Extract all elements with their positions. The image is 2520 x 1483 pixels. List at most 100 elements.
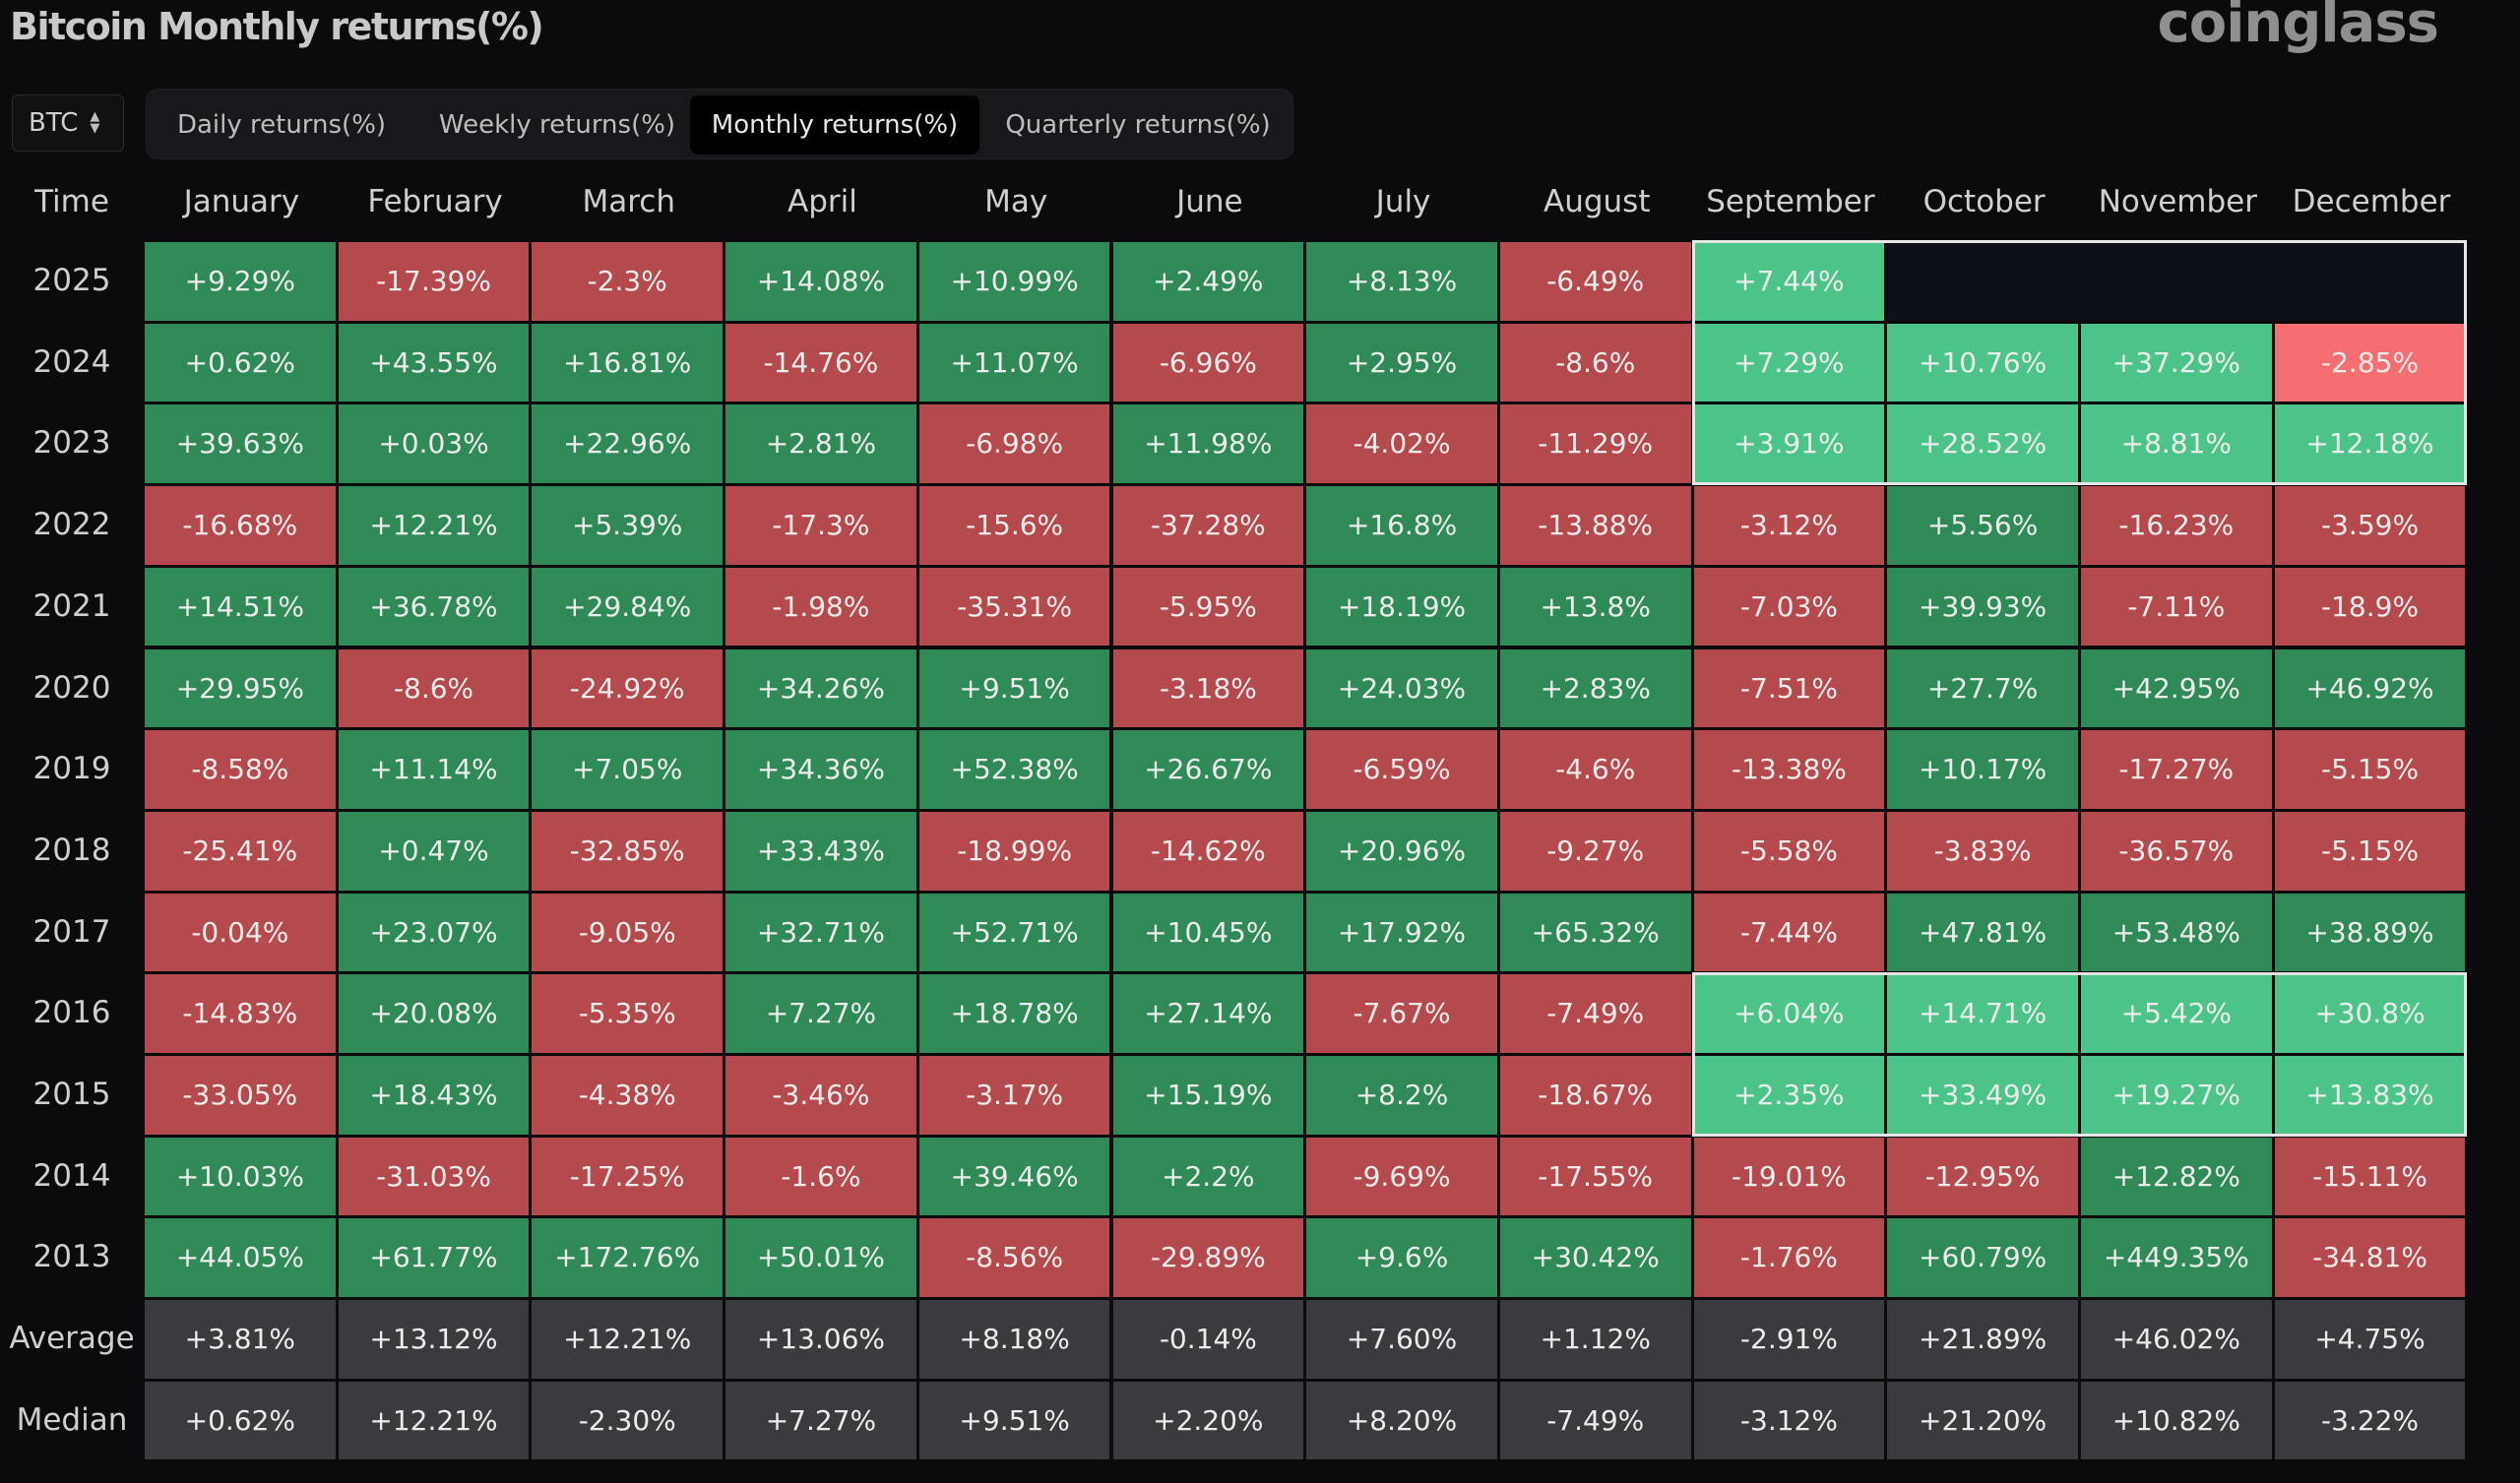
- heatmap-cell-2025-may[interactable]: +10.99%: [918, 242, 1110, 321]
- heatmap-cell-2025-february[interactable]: -17.39%: [338, 242, 530, 321]
- heatmap-cell-2025-january[interactable]: +9.29%: [145, 242, 336, 321]
- heatmap-cell-2019-november[interactable]: -17.27%: [2081, 730, 2272, 809]
- heatmap-cell-2016-february[interactable]: +20.08%: [338, 974, 530, 1053]
- heatmap-cell-2018-november[interactable]: -36.57%: [2081, 811, 2272, 891]
- heatmap-cell-2025-august[interactable]: -6.49%: [1499, 242, 1691, 321]
- heatmap-cell-2015-april[interactable]: -3.46%: [725, 1056, 916, 1135]
- heatmap-cell-2020-august[interactable]: +2.83%: [1499, 649, 1691, 728]
- heatmap-cell-2021-june[interactable]: -5.95%: [1112, 567, 1304, 647]
- summary-cell-median-august[interactable]: -7.49%: [1499, 1381, 1691, 1460]
- heatmap-cell-2013-november[interactable]: +449.35%: [2081, 1218, 2272, 1298]
- heatmap-cell-2013-october[interactable]: +60.79%: [1887, 1218, 2078, 1298]
- heatmap-cell-2014-august[interactable]: -17.55%: [1499, 1137, 1691, 1216]
- heatmap-cell-2020-june[interactable]: -3.18%: [1112, 649, 1304, 728]
- heatmap-cell-2016-april[interactable]: +7.27%: [725, 974, 916, 1053]
- heatmap-cell-2013-june[interactable]: -29.89%: [1112, 1218, 1304, 1298]
- heatmap-cell-2013-march[interactable]: +172.76%: [532, 1218, 724, 1298]
- heatmap-cell-2019-june[interactable]: +26.67%: [1112, 730, 1304, 809]
- heatmap-cell-2014-may[interactable]: +39.46%: [918, 1137, 1110, 1216]
- heatmap-cell-2024-october[interactable]: +10.76%: [1887, 323, 2078, 402]
- heatmap-cell-2017-september[interactable]: -7.44%: [1693, 893, 1885, 972]
- summary-cell-average-february[interactable]: +13.12%: [338, 1300, 530, 1379]
- heatmap-cell-2022-october[interactable]: +5.56%: [1887, 486, 2078, 565]
- heatmap-cell-2023-february[interactable]: +0.03%: [338, 404, 530, 484]
- heatmap-cell-2018-july[interactable]: +20.96%: [1306, 811, 1497, 891]
- summary-cell-average-april[interactable]: +13.06%: [725, 1300, 916, 1379]
- heatmap-cell-2019-december[interactable]: -5.15%: [2274, 730, 2466, 809]
- heatmap-cell-2018-december[interactable]: -5.15%: [2274, 811, 2466, 891]
- heatmap-cell-2015-february[interactable]: +18.43%: [338, 1056, 530, 1135]
- heatmap-cell-2023-december[interactable]: +12.18%: [2274, 404, 2466, 484]
- heatmap-cell-2015-september[interactable]: +2.35%: [1693, 1056, 1885, 1135]
- heatmap-cell-2020-october[interactable]: +27.7%: [1887, 649, 2078, 728]
- heatmap-cell-2022-march[interactable]: +5.39%: [532, 486, 724, 565]
- heatmap-cell-2021-december[interactable]: -18.9%: [2274, 567, 2466, 647]
- heatmap-cell-2014-october[interactable]: -12.95%: [1887, 1137, 2078, 1216]
- summary-cell-median-january[interactable]: +0.62%: [145, 1381, 336, 1460]
- heatmap-cell-2020-november[interactable]: +42.95%: [2081, 649, 2272, 728]
- heatmap-cell-2020-july[interactable]: +24.03%: [1306, 649, 1497, 728]
- heatmap-cell-2025-march[interactable]: -2.3%: [532, 242, 724, 321]
- heatmap-cell-2023-june[interactable]: +11.98%: [1112, 404, 1304, 484]
- heatmap-cell-2016-september[interactable]: +6.04%: [1693, 974, 1885, 1053]
- heatmap-cell-2022-february[interactable]: +12.21%: [338, 486, 530, 565]
- heatmap-cell-2016-march[interactable]: -5.35%: [532, 974, 724, 1053]
- heatmap-cell-2017-october[interactable]: +47.81%: [1887, 893, 2078, 972]
- heatmap-cell-2022-june[interactable]: -37.28%: [1112, 486, 1304, 565]
- heatmap-cell-2017-june[interactable]: +10.45%: [1112, 893, 1304, 972]
- tab-weekly-returns[interactable]: Weekly returns(%): [438, 110, 676, 140]
- heatmap-cell-2024-january[interactable]: +0.62%: [145, 323, 336, 402]
- summary-cell-median-september[interactable]: -3.12%: [1693, 1381, 1885, 1460]
- heatmap-cell-2018-may[interactable]: -18.99%: [918, 811, 1110, 891]
- heatmap-cell-2023-january[interactable]: +39.63%: [145, 404, 336, 484]
- heatmap-cell-2024-november[interactable]: +37.29%: [2081, 323, 2272, 402]
- heatmap-cell-2014-april[interactable]: -1.6%: [725, 1137, 916, 1216]
- summary-cell-median-february[interactable]: +12.21%: [338, 1381, 530, 1460]
- heatmap-cell-2015-october[interactable]: +33.49%: [1887, 1056, 2078, 1135]
- heatmap-cell-2013-september[interactable]: -1.76%: [1693, 1218, 1885, 1298]
- heatmap-cell-2014-march[interactable]: -17.25%: [532, 1137, 724, 1216]
- heatmap-cell-2020-may[interactable]: +9.51%: [918, 649, 1110, 728]
- heatmap-cell-2017-april[interactable]: +32.71%: [725, 893, 916, 972]
- heatmap-cell-2019-january[interactable]: -8.58%: [145, 730, 336, 809]
- summary-cell-median-may[interactable]: +9.51%: [918, 1381, 1110, 1460]
- heatmap-cell-2019-april[interactable]: +34.36%: [725, 730, 916, 809]
- heatmap-cell-2019-august[interactable]: -4.6%: [1499, 730, 1691, 809]
- summary-cell-median-june[interactable]: +2.20%: [1112, 1381, 1304, 1460]
- heatmap-cell-2013-april[interactable]: +50.01%: [725, 1218, 916, 1298]
- heatmap-cell-2014-june[interactable]: +2.2%: [1112, 1137, 1304, 1216]
- heatmap-cell-2015-august[interactable]: -18.67%: [1499, 1056, 1691, 1135]
- heatmap-cell-2013-may[interactable]: -8.56%: [918, 1218, 1110, 1298]
- heatmap-cell-2022-august[interactable]: -13.88%: [1499, 486, 1691, 565]
- heatmap-cell-2013-january[interactable]: +44.05%: [145, 1218, 336, 1298]
- heatmap-cell-2022-november[interactable]: -16.23%: [2081, 486, 2272, 565]
- heatmap-cell-2015-may[interactable]: -3.17%: [918, 1056, 1110, 1135]
- heatmap-cell-2020-january[interactable]: +29.95%: [145, 649, 336, 728]
- heatmap-cell-2021-may[interactable]: -35.31%: [918, 567, 1110, 647]
- heatmap-cell-2021-august[interactable]: +13.8%: [1499, 567, 1691, 647]
- summary-cell-median-april[interactable]: +7.27%: [725, 1381, 916, 1460]
- heatmap-cell-2021-october[interactable]: +39.93%: [1887, 567, 2078, 647]
- heatmap-cell-2014-july[interactable]: -9.69%: [1306, 1137, 1497, 1216]
- heatmap-cell-2023-may[interactable]: -6.98%: [918, 404, 1110, 484]
- heatmap-cell-2018-september[interactable]: -5.58%: [1693, 811, 1885, 891]
- tab-daily-returns[interactable]: Daily returns(%): [176, 110, 387, 140]
- heatmap-cell-2023-september[interactable]: +3.91%: [1693, 404, 1885, 484]
- heatmap-cell-2014-january[interactable]: +10.03%: [145, 1137, 336, 1216]
- heatmap-cell-2025-july[interactable]: +8.13%: [1306, 242, 1497, 321]
- heatmap-cell-2018-january[interactable]: -25.41%: [145, 811, 336, 891]
- heatmap-cell-2022-december[interactable]: -3.59%: [2274, 486, 2466, 565]
- heatmap-cell-2015-december[interactable]: +13.83%: [2274, 1056, 2466, 1135]
- heatmap-cell-2016-november[interactable]: +5.42%: [2081, 974, 2272, 1053]
- heatmap-cell-2016-august[interactable]: -7.49%: [1499, 974, 1691, 1053]
- heatmap-cell-2018-march[interactable]: -32.85%: [532, 811, 724, 891]
- summary-cell-average-october[interactable]: +21.89%: [1887, 1300, 2078, 1379]
- heatmap-cell-2015-july[interactable]: +8.2%: [1306, 1056, 1497, 1135]
- heatmap-cell-2015-june[interactable]: +15.19%: [1112, 1056, 1304, 1135]
- heatmap-cell-2020-february[interactable]: -8.6%: [338, 649, 530, 728]
- heatmap-cell-2024-august[interactable]: -8.6%: [1499, 323, 1691, 402]
- summary-cell-median-november[interactable]: +10.82%: [2081, 1381, 2272, 1460]
- heatmap-cell-2019-july[interactable]: -6.59%: [1306, 730, 1497, 809]
- heatmap-cell-2019-february[interactable]: +11.14%: [338, 730, 530, 809]
- heatmap-cell-2024-april[interactable]: -14.76%: [725, 323, 916, 402]
